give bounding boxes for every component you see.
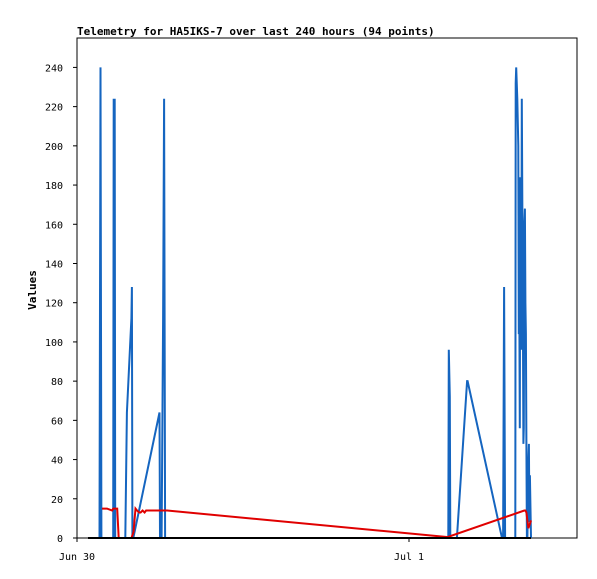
y-tick-label: 60	[51, 416, 63, 427]
chart-title: Telemetry for HA5IKS-7 over last 240 hou…	[77, 25, 435, 38]
x-tick-label: Jun 30	[59, 552, 95, 563]
y-tick-label: 240	[45, 63, 63, 74]
series-layer	[88, 67, 532, 539]
y-axis: 0 20 40 60 80 100 120 140 160 180 200 220 240	[45, 63, 77, 545]
y-tick-label: 200	[45, 142, 63, 153]
y-tick-label: 160	[45, 220, 63, 231]
y-tick-label: 100	[45, 338, 63, 349]
y-tick-label: 120	[45, 299, 63, 310]
y-tick-label: 220	[45, 103, 63, 114]
y-tick-label: 20	[51, 495, 63, 506]
plot-frame	[76, 37, 578, 539]
x-axis: Jun 30 Jul 1	[59, 538, 424, 563]
y-axis-label: Values	[26, 270, 39, 310]
y-tick-label: 40	[51, 456, 63, 467]
y-tick-label: 0	[57, 534, 63, 545]
y-tick-label: 140	[45, 259, 63, 270]
x-tick-label: Jul 1	[394, 552, 424, 563]
y-tick-label: 180	[45, 181, 63, 192]
y-tick-label: 80	[51, 377, 63, 388]
